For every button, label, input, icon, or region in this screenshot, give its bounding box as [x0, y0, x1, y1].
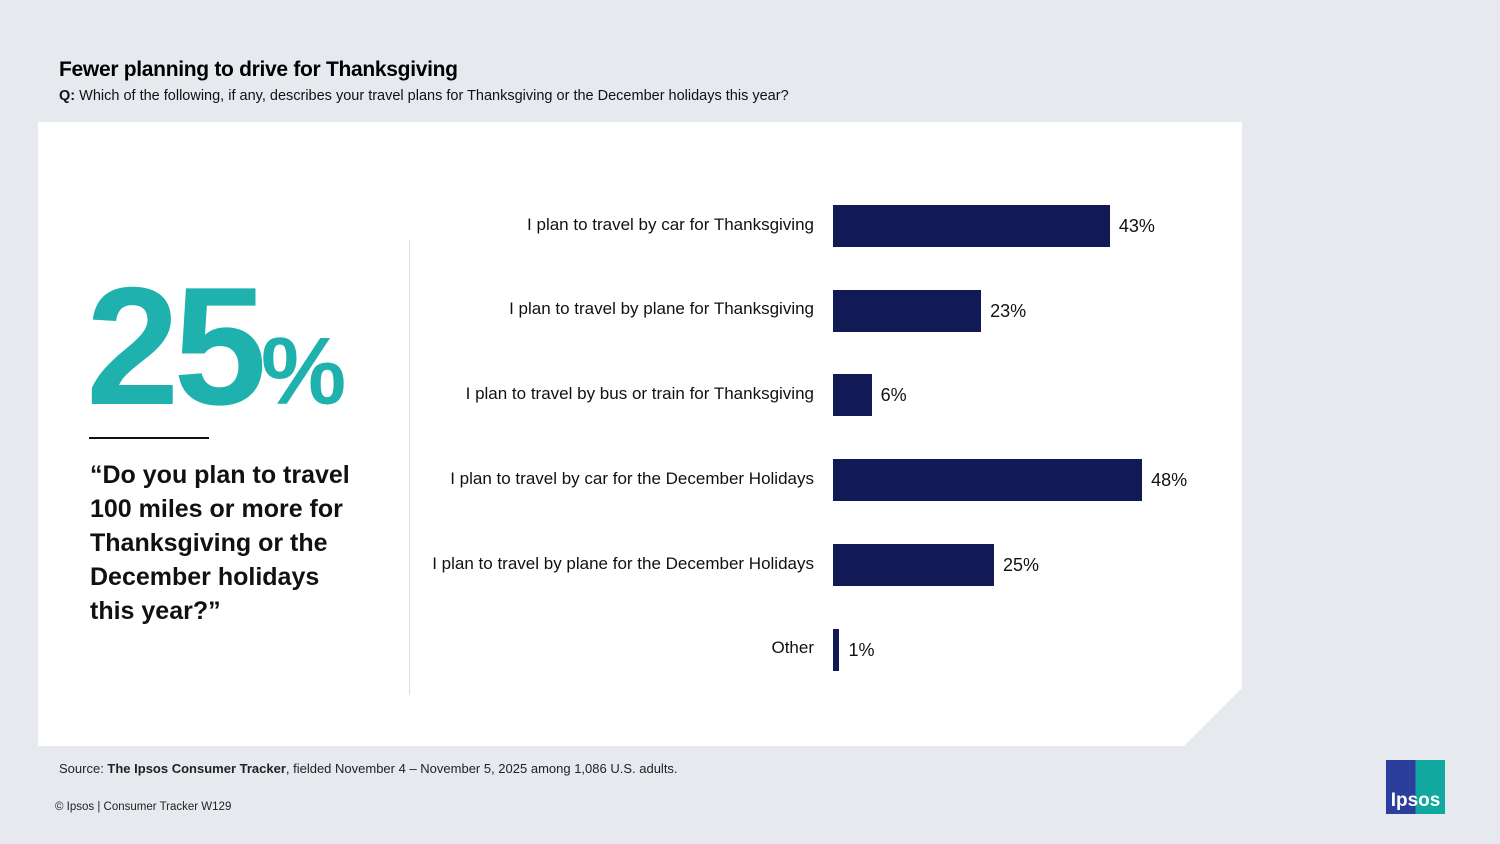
source-details: , fielded November 4 – November 5, 2025 …	[285, 761, 678, 776]
category-label: I plan to travel by bus or train for Tha…	[465, 384, 814, 404]
divider	[409, 240, 410, 695]
data-label: 6%	[880, 385, 907, 406]
source-prefix: Source:	[59, 761, 108, 776]
bar	[833, 628, 840, 671]
data-label: 48%	[1151, 470, 1188, 491]
bar	[833, 205, 1110, 247]
source-note: Source: The Ipsos Consumer Tracker, fiel…	[59, 761, 678, 776]
data-label: 25%	[1003, 554, 1040, 575]
big-stat-number: 25	[86, 252, 267, 440]
copyright: © Ipsos | Consumer Tracker W129	[55, 801, 232, 813]
data-label: 23%	[990, 300, 1027, 321]
question-text: Which of the following, if any, describe…	[79, 88, 789, 104]
callout-quote: “Do you plan to travel 100 miles or more…	[90, 461, 350, 625]
category-label: I plan to travel by plane for Thanksgivi…	[509, 299, 814, 319]
category-label: I plan to travel by car for the December…	[450, 469, 814, 489]
data-label: 43%	[1118, 216, 1155, 236]
bar	[833, 374, 872, 417]
big-stat: 25%	[86, 262, 346, 430]
data-label: 1%	[848, 639, 875, 660]
category-label: I plan to travel by plane for the Decemb…	[432, 553, 814, 573]
question-prefix: Q:	[59, 88, 76, 104]
big-stat-unit: %	[260, 318, 347, 425]
bar	[833, 289, 982, 332]
category-label: Other	[771, 638, 814, 657]
bar	[833, 543, 994, 586]
bar	[833, 459, 1143, 502]
category-label: I plan to travel by car for Thanksgiving	[527, 214, 814, 234]
survey-question: Q: Which of the following, if any, descr…	[59, 88, 789, 104]
callout-rule	[89, 437, 209, 439]
source-name: The Ipsos Consumer Tracker	[107, 761, 286, 776]
page-title: Fewer planning to drive for Thanksgiving	[59, 58, 458, 81]
ipsos-logo: Ipsos	[1386, 760, 1445, 814]
